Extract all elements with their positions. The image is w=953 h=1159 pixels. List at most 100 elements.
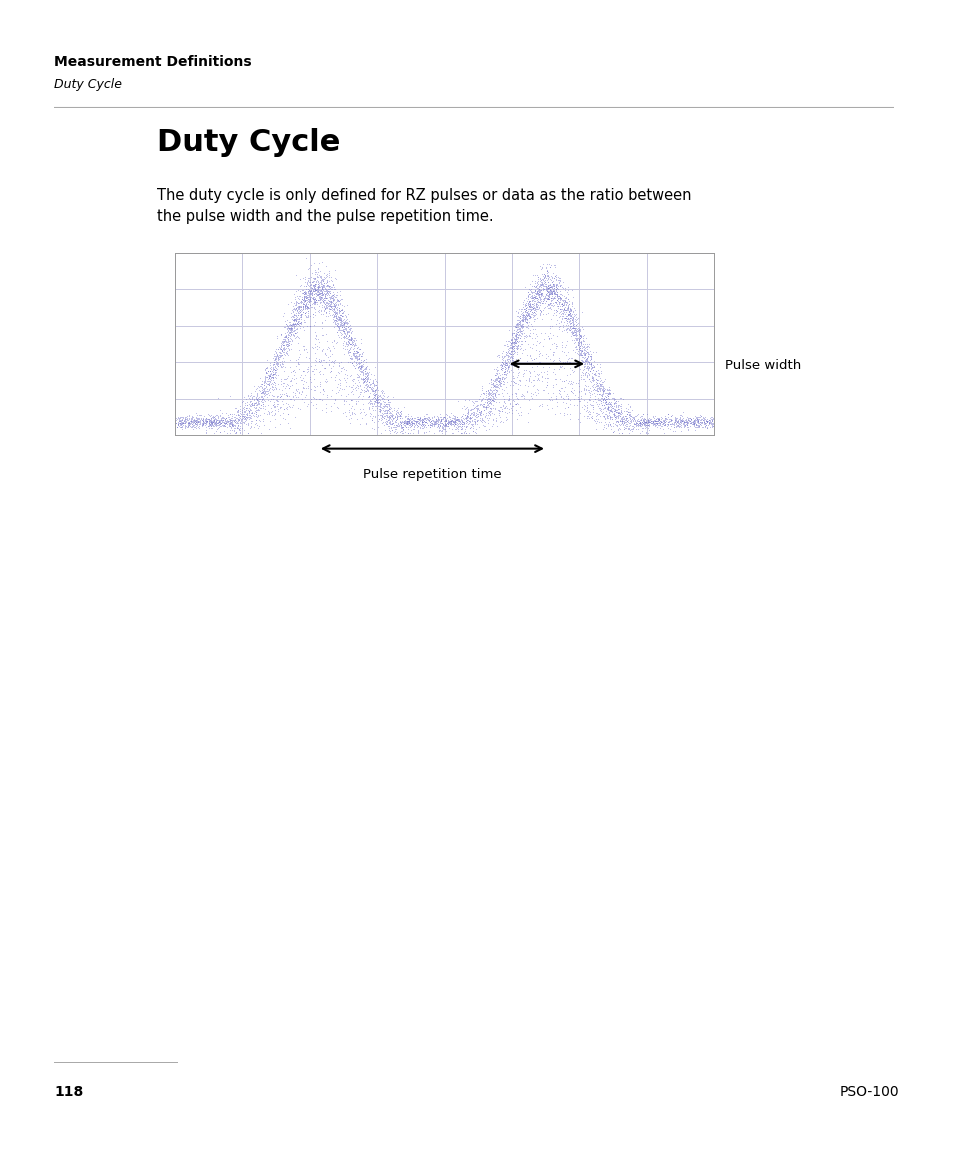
Point bbox=[319, 338, 335, 357]
Point bbox=[669, 408, 684, 427]
Point bbox=[288, 309, 303, 328]
Point bbox=[262, 370, 277, 388]
Point bbox=[173, 411, 189, 430]
Point bbox=[427, 414, 442, 432]
Point bbox=[239, 399, 254, 417]
Point bbox=[577, 365, 592, 384]
Point bbox=[608, 402, 623, 421]
Point bbox=[521, 279, 537, 298]
Point bbox=[294, 305, 309, 323]
Point bbox=[348, 349, 363, 367]
Point bbox=[333, 311, 348, 329]
Point bbox=[327, 280, 342, 299]
Point bbox=[230, 402, 245, 421]
Point bbox=[550, 271, 565, 290]
Point bbox=[249, 385, 264, 403]
Point bbox=[190, 411, 205, 430]
Point bbox=[305, 277, 320, 296]
Point bbox=[700, 414, 716, 432]
Point bbox=[306, 278, 321, 297]
Point bbox=[290, 294, 305, 313]
Point bbox=[520, 371, 536, 389]
Point bbox=[290, 319, 305, 337]
Point bbox=[676, 413, 691, 431]
Point bbox=[298, 302, 314, 321]
Point bbox=[598, 386, 614, 404]
Point bbox=[521, 292, 537, 311]
Point bbox=[316, 345, 332, 364]
Point bbox=[579, 343, 595, 362]
Point bbox=[529, 298, 544, 316]
Point bbox=[329, 322, 344, 341]
Point bbox=[497, 352, 512, 371]
Point bbox=[696, 414, 711, 432]
Point bbox=[265, 356, 280, 374]
Point bbox=[188, 411, 203, 430]
Point bbox=[596, 388, 611, 407]
Point bbox=[244, 394, 259, 413]
Point bbox=[290, 302, 305, 321]
Point bbox=[384, 414, 399, 432]
Point bbox=[533, 275, 548, 293]
Point bbox=[307, 306, 322, 325]
Point bbox=[557, 372, 572, 391]
Point bbox=[352, 382, 367, 401]
Point bbox=[194, 415, 210, 433]
Point bbox=[489, 381, 504, 400]
Point bbox=[293, 302, 308, 321]
Point bbox=[694, 417, 709, 436]
Point bbox=[316, 286, 332, 305]
Point bbox=[323, 280, 338, 299]
Point bbox=[403, 417, 418, 436]
Point bbox=[229, 413, 244, 431]
Point bbox=[299, 316, 314, 335]
Point bbox=[506, 335, 521, 353]
Point bbox=[316, 278, 332, 297]
Point bbox=[297, 297, 313, 315]
Point bbox=[268, 360, 283, 379]
Point bbox=[515, 312, 530, 330]
Point bbox=[238, 409, 253, 428]
Point bbox=[278, 314, 294, 333]
Point bbox=[673, 421, 688, 439]
Point bbox=[265, 359, 280, 378]
Point bbox=[569, 333, 584, 351]
Point bbox=[514, 387, 529, 406]
Point bbox=[328, 334, 343, 352]
Point bbox=[480, 392, 496, 410]
Point bbox=[282, 377, 297, 395]
Point bbox=[358, 369, 374, 387]
Point bbox=[527, 296, 542, 314]
Point bbox=[600, 380, 616, 399]
Point bbox=[565, 325, 580, 343]
Point bbox=[677, 415, 692, 433]
Point bbox=[326, 307, 341, 326]
Point bbox=[612, 416, 627, 435]
Point bbox=[506, 341, 521, 359]
Point bbox=[361, 386, 376, 404]
Point bbox=[527, 299, 542, 318]
Point bbox=[407, 411, 422, 430]
Point bbox=[333, 314, 348, 333]
Point bbox=[288, 351, 303, 370]
Point bbox=[611, 400, 626, 418]
Point bbox=[545, 282, 560, 300]
Point bbox=[336, 359, 352, 378]
Point bbox=[371, 417, 386, 436]
Point bbox=[572, 403, 587, 422]
Point bbox=[675, 402, 690, 421]
Point bbox=[172, 416, 188, 435]
Point bbox=[577, 347, 592, 365]
Point bbox=[292, 367, 307, 386]
Point bbox=[243, 398, 258, 416]
Point bbox=[179, 407, 194, 425]
Point bbox=[581, 345, 597, 364]
Point bbox=[257, 384, 273, 402]
Point bbox=[584, 396, 599, 415]
Point bbox=[271, 348, 286, 366]
Point bbox=[578, 358, 593, 377]
Point bbox=[384, 411, 399, 430]
Point bbox=[254, 384, 270, 402]
Point bbox=[528, 289, 543, 307]
Point bbox=[522, 307, 537, 326]
